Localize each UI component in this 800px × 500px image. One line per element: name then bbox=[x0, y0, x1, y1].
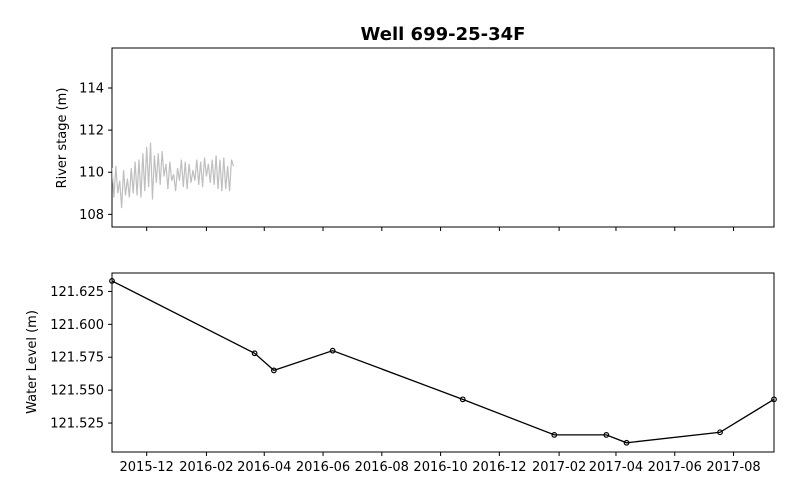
x-tick-label: 2017-08 bbox=[706, 460, 760, 475]
river-stage-y-tick-label: 112 bbox=[79, 124, 104, 139]
x-tick-label: 2017-04 bbox=[589, 460, 643, 475]
water-level-data-point bbox=[551, 431, 558, 438]
water-level-data-point bbox=[270, 367, 277, 374]
water-level-data-point bbox=[623, 439, 630, 446]
water-level-data-point bbox=[251, 350, 258, 357]
water-level-y-tick-label: 121.600 bbox=[50, 318, 104, 333]
water-level-panel: 121.525 121.550 121.575 121.600 121.625 2015-… bbox=[50, 272, 777, 475]
x-tick-label: 2016-02 bbox=[179, 460, 233, 475]
x-tick-label: 2015-12 bbox=[120, 460, 174, 475]
river-stage-series-line bbox=[112, 142, 234, 209]
chart-title: Well 699-25-34F bbox=[361, 24, 526, 45]
water-level-data-point bbox=[109, 277, 115, 284]
river-stage-y-tick-label: 108 bbox=[79, 208, 104, 223]
water-level-data-point bbox=[717, 429, 723, 436]
water-level-data-point bbox=[459, 396, 466, 403]
water-level-data-point bbox=[603, 431, 610, 438]
river-stage-y-tick-label: 110 bbox=[79, 166, 104, 181]
water-level-y-tick-label: 121.625 bbox=[50, 285, 104, 300]
water-level-axis-label: Water Level (m) bbox=[25, 310, 40, 414]
x-tick-label: 2016-12 bbox=[472, 460, 526, 475]
river-stage-panel: 108 110 112 114 bbox=[79, 47, 775, 231]
x-tick-label: 2017-02 bbox=[532, 460, 586, 475]
river-stage-y-tick-label: 114 bbox=[79, 82, 104, 97]
water-level-y-tick-label: 121.550 bbox=[50, 384, 104, 399]
x-tick-label: 2016-06 bbox=[296, 460, 350, 475]
x-tick-label: 2016-08 bbox=[355, 460, 409, 475]
water-level-frame bbox=[111, 272, 775, 453]
x-tick-label: 2016-04 bbox=[237, 460, 291, 475]
water-level-y-tick-label: 121.525 bbox=[50, 417, 104, 432]
water-level-data-point bbox=[329, 347, 336, 354]
x-tick-label: 2017-06 bbox=[648, 460, 702, 475]
river-stage-frame bbox=[111, 47, 775, 228]
water-level-y-tick-label: 121.575 bbox=[50, 351, 104, 366]
x-tick-label: 2016-10 bbox=[413, 460, 467, 475]
water-level-data-point bbox=[771, 396, 777, 403]
water-level-series-line bbox=[112, 280, 774, 444]
river-stage-axis-label: River stage (m) bbox=[55, 88, 70, 189]
